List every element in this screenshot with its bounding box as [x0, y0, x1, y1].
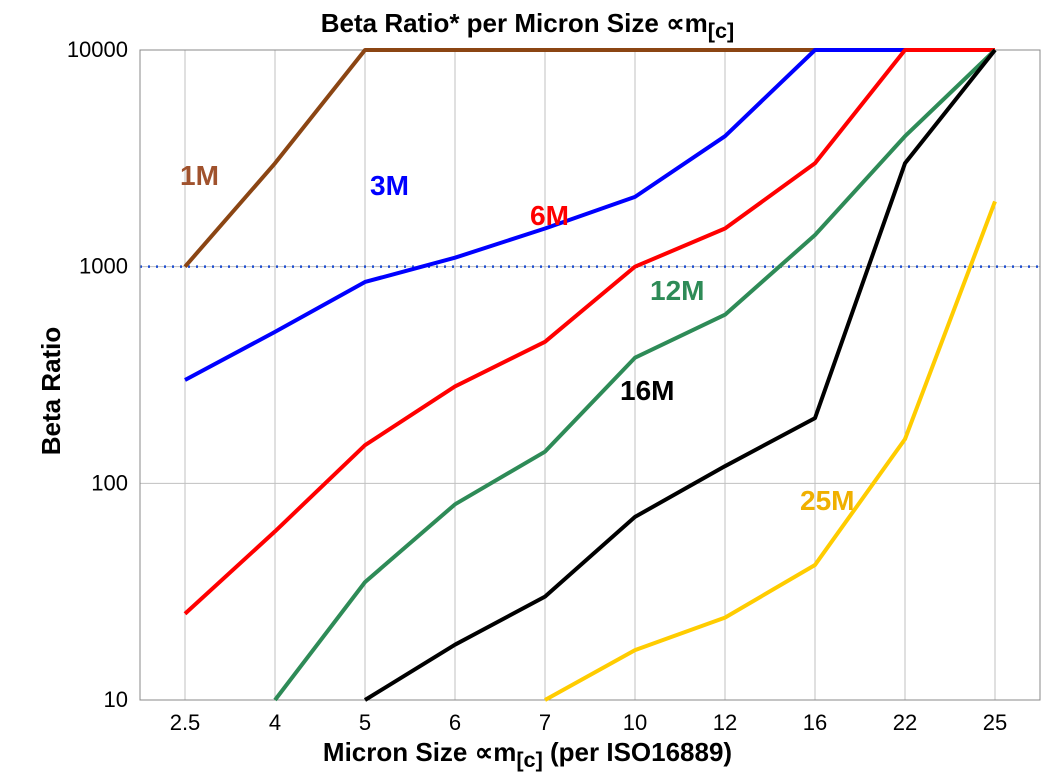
x-tick: 4 — [269, 710, 281, 735]
series-label-6M: 6M — [530, 200, 569, 231]
xlabel-sym: ∝ — [475, 737, 494, 767]
xlabel-pre: Micron Size — [323, 737, 475, 767]
x-tick: 10 — [623, 710, 647, 735]
chart-svg: 2.5 4 5 6 7 10 12 16 22 25 10 100 1000 10000 1M 3M 6M 12M… — [0, 0, 1055, 781]
x-tick: 2.5 — [170, 710, 201, 735]
y-tick: 10 — [104, 687, 128, 712]
xlabel-sub: [c] — [516, 747, 542, 772]
series-label-16M: 16M — [620, 375, 674, 406]
series-label-25M: 25M — [800, 485, 854, 516]
series-label-12M: 12M — [650, 275, 704, 306]
x-tick: 7 — [539, 710, 551, 735]
chart-container: Beta Ratio* per Micron Size ∝m[c] Beta R… — [0, 0, 1055, 781]
xlabel-m: m — [493, 737, 516, 767]
series-label-3M: 3M — [370, 170, 409, 201]
x-axis-label: Micron Size ∝m[c] (per ISO16889) — [0, 737, 1055, 773]
y-tick: 100 — [91, 470, 128, 495]
x-tick: 22 — [893, 710, 917, 735]
x-tick: 25 — [983, 710, 1007, 735]
xlabel-post: (per ISO16889) — [543, 737, 732, 767]
y-tick: 10000 — [67, 37, 128, 62]
x-tick: 16 — [803, 710, 827, 735]
x-tick: 6 — [449, 710, 461, 735]
y-tick: 1000 — [79, 254, 128, 279]
series-label-1M: 1M — [180, 160, 219, 191]
x-tick: 5 — [359, 710, 371, 735]
x-tick: 12 — [713, 710, 737, 735]
